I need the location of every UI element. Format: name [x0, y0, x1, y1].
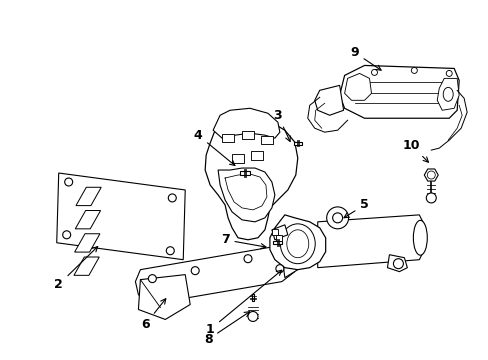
Circle shape — [426, 193, 435, 203]
Polygon shape — [424, 169, 437, 181]
Polygon shape — [213, 108, 279, 138]
Polygon shape — [317, 215, 424, 268]
Polygon shape — [135, 245, 294, 305]
Circle shape — [247, 311, 258, 321]
Polygon shape — [436, 78, 458, 110]
Polygon shape — [344, 73, 371, 100]
Bar — [275, 235, 281, 241]
Polygon shape — [74, 257, 99, 275]
Circle shape — [332, 213, 342, 223]
Polygon shape — [75, 211, 101, 229]
Text: 6: 6 — [141, 299, 165, 331]
Text: 5: 5 — [344, 198, 368, 218]
Circle shape — [168, 194, 176, 202]
Circle shape — [410, 67, 416, 73]
Circle shape — [326, 207, 348, 229]
Circle shape — [275, 265, 283, 273]
Ellipse shape — [280, 224, 315, 264]
Polygon shape — [314, 85, 343, 115]
Bar — [242, 131, 253, 139]
Text: 7: 7 — [220, 233, 265, 249]
Bar — [250, 150, 263, 159]
Circle shape — [427, 171, 434, 179]
Circle shape — [148, 275, 156, 283]
Polygon shape — [205, 117, 297, 240]
Bar — [232, 154, 244, 163]
Text: 4: 4 — [193, 129, 234, 166]
Polygon shape — [218, 168, 274, 222]
Text: 10: 10 — [402, 139, 427, 162]
Text: 9: 9 — [349, 46, 380, 70]
Ellipse shape — [442, 87, 452, 101]
Circle shape — [371, 69, 377, 75]
Polygon shape — [138, 275, 190, 319]
Polygon shape — [76, 187, 101, 206]
Bar — [222, 134, 234, 142]
Polygon shape — [271, 225, 287, 240]
Circle shape — [166, 247, 174, 255]
Polygon shape — [269, 215, 325, 270]
Polygon shape — [251, 294, 254, 301]
Polygon shape — [240, 171, 249, 175]
Polygon shape — [75, 234, 100, 252]
Circle shape — [62, 231, 71, 239]
Polygon shape — [273, 241, 282, 244]
Polygon shape — [339, 66, 458, 118]
Circle shape — [393, 259, 403, 269]
Text: 8: 8 — [203, 312, 249, 346]
Text: 1: 1 — [205, 270, 281, 336]
Bar — [261, 136, 272, 144]
Circle shape — [191, 267, 199, 275]
Ellipse shape — [286, 230, 308, 258]
Text: 2: 2 — [54, 247, 98, 291]
Circle shape — [244, 255, 251, 263]
Circle shape — [446, 71, 451, 76]
Bar — [271, 229, 277, 235]
Polygon shape — [386, 255, 407, 272]
Text: 3: 3 — [273, 109, 290, 141]
Polygon shape — [281, 248, 302, 278]
Polygon shape — [57, 173, 185, 260]
Polygon shape — [293, 141, 301, 145]
Ellipse shape — [412, 220, 427, 255]
Circle shape — [64, 178, 73, 186]
